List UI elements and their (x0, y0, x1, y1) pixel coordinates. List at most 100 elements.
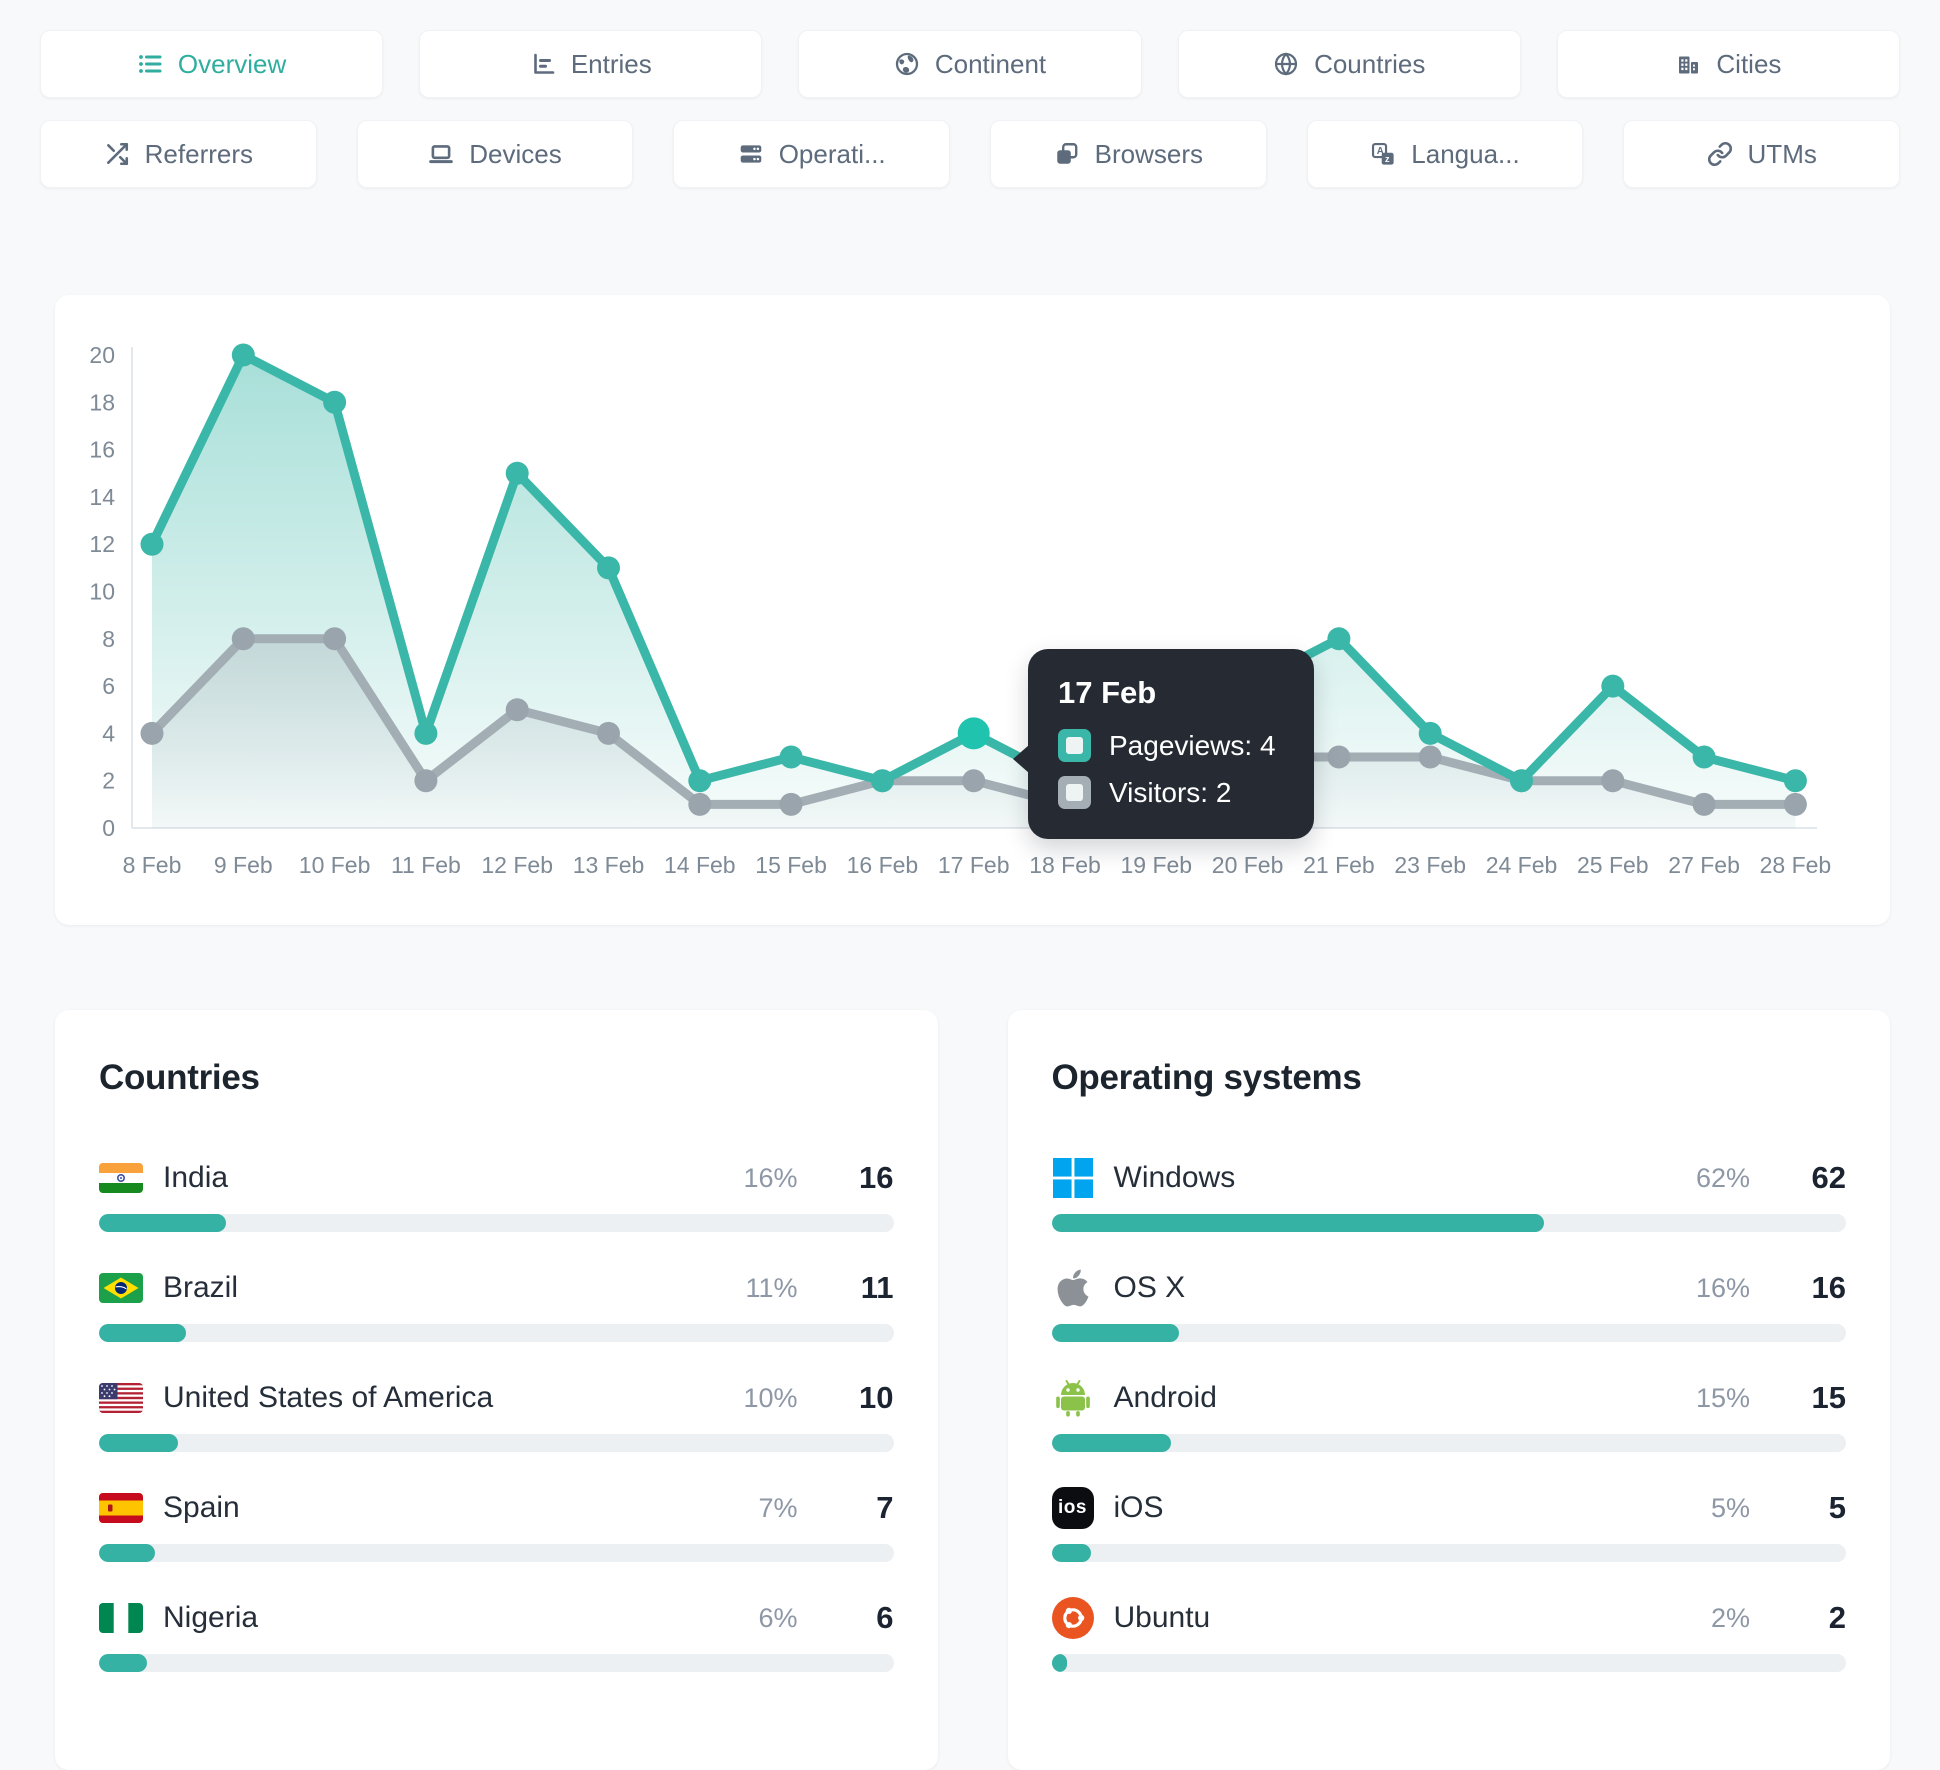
tab-languages[interactable]: A z Langua... (1306, 120, 1584, 188)
svg-text:20: 20 (89, 342, 115, 368)
country-count: 16 (859, 1160, 894, 1195)
svg-text:10: 10 (89, 579, 115, 605)
countries-panel-title: Countries (99, 1058, 260, 1097)
os-count: 2 (1828, 1600, 1846, 1635)
tab-label: Countries (1314, 48, 1426, 79)
link-icon (1707, 141, 1732, 167)
os-count: 16 (1811, 1270, 1846, 1305)
usa-flag (99, 1383, 143, 1413)
svg-text:0: 0 (102, 815, 115, 841)
svg-text:21 Feb: 21 Feb (1303, 852, 1375, 878)
country-name: Spain (163, 1491, 240, 1524)
svg-text:8 Feb: 8 Feb (123, 852, 182, 878)
tab-devices[interactable]: Devices (356, 120, 634, 188)
tooltip-visitors-value: Visitors: 2 (1109, 776, 1232, 808)
os-row-windows[interactable]: Windows 62% 62 (1051, 1156, 1846, 1232)
country-row-nigeria[interactable]: Nigeria 6% 6 (99, 1596, 894, 1672)
chart-layers: 0 2 4 6 8 10 12 14 16 18 20 8 Feb 9 Feb 10 Feb 11 Feb 1… (89, 342, 1831, 878)
tab-countries[interactable]: Countries (1177, 30, 1521, 98)
tab-label: Overview (177, 48, 287, 79)
spain-flag (99, 1493, 143, 1523)
shuffle-icon (106, 142, 128, 166)
os-progress-bar (1051, 1544, 1846, 1562)
tab-utms[interactable]: UTMs (1623, 120, 1901, 188)
entries-chart-icon (534, 53, 555, 74)
tab-browsers[interactable]: Browsers (990, 120, 1267, 188)
country-row-spain[interactable]: Spain 7% 7 (99, 1486, 894, 1562)
tab-cities[interactable]: Cities (1556, 30, 1901, 98)
svg-text:18 Feb: 18 Feb (1029, 852, 1101, 878)
svg-text:23 Feb: 23 Feb (1394, 852, 1466, 878)
earth-icon (895, 52, 918, 76)
svg-text:2: 2 (102, 768, 115, 794)
country-progress-bar (99, 1434, 894, 1452)
operating-systems-panel: Operating systems Windows 62% 62 (1007, 1010, 1890, 1770)
country-percent: 10% (743, 1382, 798, 1413)
tab-overview[interactable]: Overview (40, 30, 384, 98)
tab-label: Cities (1716, 48, 1782, 79)
countries-panel: Countries India 16% 16 (55, 1010, 938, 1770)
country-name: Brazil (163, 1271, 239, 1304)
os-progress-bar (1051, 1324, 1846, 1342)
os-row-ubuntu[interactable]: Ubuntu 2% 2 (1051, 1596, 1846, 1672)
svg-text:12 Feb: 12 Feb (481, 852, 553, 878)
tab-operating-systems[interactable]: Operati... (673, 120, 951, 188)
svg-text:16 Feb: 16 Feb (847, 852, 919, 878)
svg-text:25 Feb: 25 Feb (1577, 852, 1649, 878)
tab-referrers[interactable]: Referrers (40, 120, 317, 188)
svg-text:4: 4 (102, 720, 115, 746)
tooltip-date: 17 Feb (1058, 675, 1157, 710)
country-percent: 7% (758, 1492, 798, 1523)
svg-text:9 Feb: 9 Feb (214, 852, 273, 878)
os-panel-title: Operating systems (1051, 1058, 1362, 1097)
os-count: 62 (1811, 1160, 1846, 1195)
buildings-icon (1679, 56, 1699, 74)
tab-label: Devices (469, 138, 562, 169)
os-percent: 16% (1695, 1272, 1750, 1303)
svg-text:8: 8 (102, 626, 115, 652)
os-count: 5 (1828, 1490, 1846, 1525)
tab-label: Entries (570, 48, 652, 79)
tab-label: UTMs (1747, 138, 1817, 169)
country-row-india[interactable]: India 16% 16 (99, 1156, 894, 1232)
svg-text:14 Feb: 14 Feb (664, 852, 736, 878)
country-row-brazil[interactable]: Brazil 11% 11 (99, 1266, 894, 1342)
tab-label: Langua... (1411, 138, 1520, 169)
os-row-android[interactable]: Android 15% 15 (1051, 1376, 1846, 1452)
svg-text:10 Feb: 10 Feb (299, 852, 371, 878)
ios-icon: ios (1051, 1487, 1094, 1529)
svg-text:14: 14 (89, 484, 115, 510)
visitors-swatch-icon (1058, 776, 1091, 809)
os-row-ios[interactable]: ios iOS 5% 5 (1051, 1486, 1846, 1562)
country-count: 7 (876, 1490, 894, 1525)
country-percent: 6% (758, 1602, 798, 1633)
traffic-chart[interactable]: 0 2 4 6 8 10 12 14 16 18 20 8 Feb 9 Feb 10 Feb 11 Feb 1… (55, 295, 1890, 925)
nigeria-flag (99, 1603, 143, 1633)
browser-windows-icon (1056, 143, 1078, 164)
tab-label: Browsers (1094, 138, 1204, 169)
tab-entries[interactable]: Entries (419, 30, 763, 98)
tab-continent[interactable]: Continent (798, 30, 1142, 98)
os-row-osx[interactable]: OS X 16% 16 (1051, 1266, 1846, 1342)
windows-icon (1052, 1157, 1094, 1199)
country-count: 10 (859, 1380, 894, 1415)
country-row-usa[interactable]: United States of America 10% 10 (99, 1376, 894, 1452)
os-percent: 2% (1710, 1602, 1750, 1633)
country-percent: 16% (743, 1162, 798, 1193)
svg-text:18: 18 (89, 389, 115, 415)
android-icon (1052, 1377, 1094, 1419)
svg-text:6: 6 (102, 673, 115, 699)
os-progress-bar (1051, 1214, 1846, 1232)
os-progress-bar (1051, 1654, 1846, 1672)
os-name: Android (1113, 1381, 1217, 1414)
country-progress-bar (99, 1214, 894, 1232)
svg-text:20 Feb: 20 Feb (1212, 852, 1284, 878)
tab-label: Operati... (778, 138, 886, 169)
country-count: 11 (860, 1270, 894, 1305)
os-name: iOS (1113, 1491, 1164, 1524)
os-percent: 5% (1710, 1492, 1750, 1523)
country-percent: 11% (745, 1272, 798, 1303)
os-name: Ubuntu (1113, 1601, 1211, 1634)
traffic-chart-card: 0 2 4 6 8 10 12 14 16 18 20 8 Feb 9 Feb 10 Feb 11 Feb 1… (55, 295, 1890, 925)
svg-text:13 Feb: 13 Feb (573, 852, 645, 878)
